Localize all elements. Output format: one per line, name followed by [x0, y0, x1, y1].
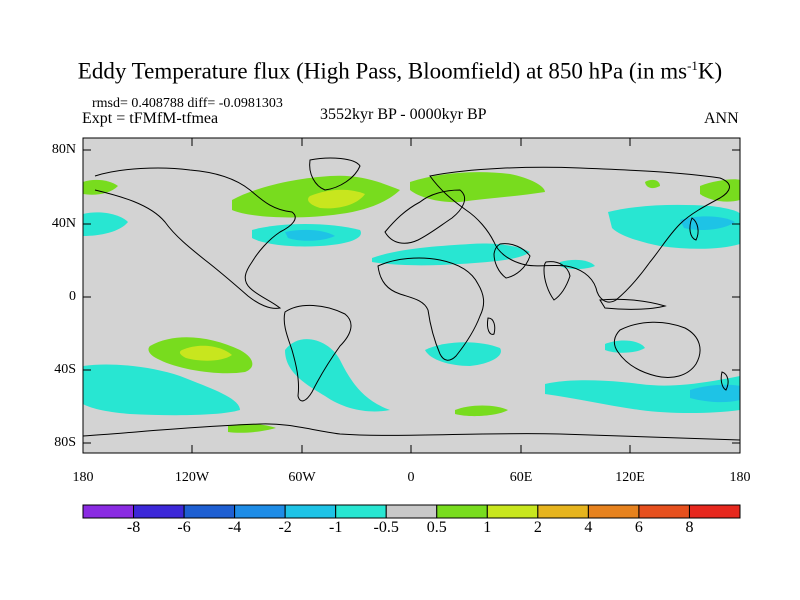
colorbar-swatch [234, 504, 286, 519]
new-zealand-coast [720, 371, 729, 391]
colorbar-label: 8 [685, 519, 694, 536]
lat-label-80n: 80N [51, 142, 76, 157]
colorbar-swatch [133, 504, 185, 519]
india-coast [543, 261, 571, 301]
colorbar-swatch [385, 504, 438, 519]
colorbar-swatch [436, 504, 488, 519]
arabia-coast [493, 243, 531, 279]
colorbar-swatch [688, 504, 741, 519]
mediterranean-negative [372, 243, 530, 266]
lon-label-60w: 60W [288, 470, 316, 485]
pacific-north-positive [700, 179, 740, 202]
antarctic-positive [228, 423, 276, 433]
africa-coast [377, 257, 485, 361]
colorbar-swatch [638, 504, 690, 519]
lon-label-180w: 180 [72, 470, 94, 485]
lat-label-40s: 40S [54, 362, 76, 377]
positive-anomaly-regions [83, 172, 740, 433]
colorbar-swatch [183, 504, 236, 519]
season-label: ANN [704, 110, 739, 127]
colorbar-label: -0.5 [373, 519, 399, 536]
antarctica-coast [82, 423, 741, 441]
colorbar-label: -4 [227, 519, 242, 536]
experiment-label: Expt = tFMfM-tfmea [82, 110, 219, 127]
lon-label-0: 0 [407, 470, 415, 485]
eurasia-positive [410, 172, 545, 203]
colorbar-swatch [486, 504, 539, 519]
lat-label-equator: 0 [69, 289, 76, 304]
stats-label: rmsd= 0.408788 diff= -0.0981303 [92, 96, 283, 111]
madagascar-coast [487, 317, 496, 335]
colorbar-swatch [284, 504, 337, 519]
axis-ticks [82, 138, 741, 453]
lat-label-40n: 40N [51, 216, 76, 231]
north-america-coast [94, 167, 296, 309]
lat-label-80s: 80S [54, 435, 76, 450]
chart-title: Eddy Temperature flux (High Pass, Bloomf… [77, 58, 723, 84]
north-atlantic-negative-core [285, 229, 335, 241]
australia-coast [613, 321, 701, 378]
colorbar-label: -1 [329, 519, 343, 536]
colorbar-label: 1 [483, 519, 492, 536]
colorbar-label: 4 [584, 519, 593, 536]
small-positive-siberia [645, 179, 660, 189]
southern-ocean-negative-east [545, 376, 740, 413]
south-pacific-negative [83, 364, 240, 416]
europe-coast [384, 189, 465, 244]
coastlines [82, 157, 741, 441]
colorbar [82, 504, 741, 519]
australia-west-negative [605, 340, 645, 353]
lon-label-120e: 120E [615, 470, 645, 485]
asia-coast [429, 166, 730, 303]
south-pacific-core [179, 345, 232, 361]
colorbar-label: 2 [533, 519, 542, 536]
lon-label-120w: 120W [174, 470, 210, 485]
south-america-negative [285, 339, 390, 412]
pacific-west-negative [83, 212, 128, 236]
kuroshio-negative [608, 204, 740, 249]
negative-anomaly-regions [83, 204, 740, 416]
arctic-west-positive [83, 179, 118, 195]
lon-label-180e: 180 [729, 470, 751, 485]
period-label: 3552kyr BP - 0000kyr BP [320, 106, 487, 123]
southern-ocean-positive [455, 405, 508, 417]
north-atlantic-core [308, 189, 365, 209]
greenland-coast [309, 157, 361, 191]
southern-ocean-negative-core [690, 384, 740, 403]
colorbar-label: -6 [177, 519, 191, 536]
colorbar-label: 0.5 [426, 519, 447, 536]
south-atlantic-negative [425, 342, 501, 366]
south-america-coast [283, 304, 352, 402]
colorbar-label: -8 [126, 519, 141, 536]
colorbar-swatch [537, 504, 589, 519]
colorbar-swatch [82, 504, 135, 519]
colorbar-label: -2 [278, 519, 292, 536]
colorbar-swatch [587, 504, 640, 519]
lon-label-60e: 60E [509, 470, 533, 485]
japan-coast [689, 217, 699, 241]
indonesia-coast [599, 298, 667, 310]
colorbar-label: 6 [634, 519, 643, 536]
colorbar-swatch [335, 504, 387, 519]
